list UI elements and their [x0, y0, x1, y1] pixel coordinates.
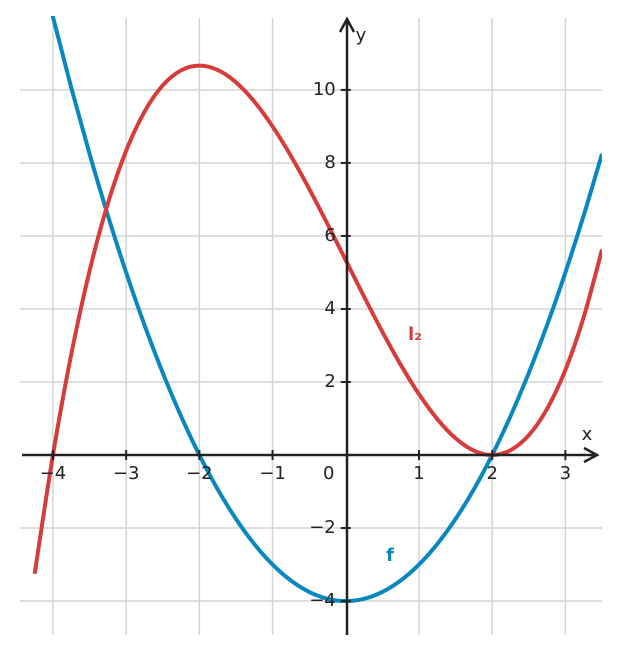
y-tick-label: 6 [324, 225, 335, 246]
curve [50, 16, 602, 604]
x-tick-label: −2 [186, 463, 213, 484]
curves [32, 16, 602, 604]
axes: x y −4 −3 −2 −1 0 1 2 3 −4 −2 2 4 6 8 10 f l₂ [22, 16, 600, 635]
y-tick-label: 8 [324, 152, 335, 173]
y-tick-label: −2 [309, 517, 336, 538]
x-tick-label: 3 [560, 463, 571, 484]
y-tick-label: 10 [313, 79, 336, 100]
x-axis-label: x [582, 424, 593, 445]
x-tick-label: 0 [323, 463, 334, 484]
x-tick-label: −3 [113, 463, 140, 484]
y-tick-label: −4 [309, 590, 336, 611]
x-arrow [583, 446, 600, 464]
y-tick-label: 2 [324, 371, 335, 392]
curve-label: f [386, 545, 394, 566]
curve-label: l₂ [408, 324, 422, 345]
y-tick-label: 4 [324, 298, 335, 319]
y-axis-label: y [356, 25, 367, 46]
y-arrow [338, 16, 356, 33]
x-tick-label: −1 [259, 463, 286, 484]
grid [20, 18, 602, 635]
x-tick-label: 2 [486, 463, 497, 484]
x-tick-label: −4 [40, 463, 67, 484]
x-tick-label: 1 [413, 463, 424, 484]
curve [32, 63, 602, 575]
